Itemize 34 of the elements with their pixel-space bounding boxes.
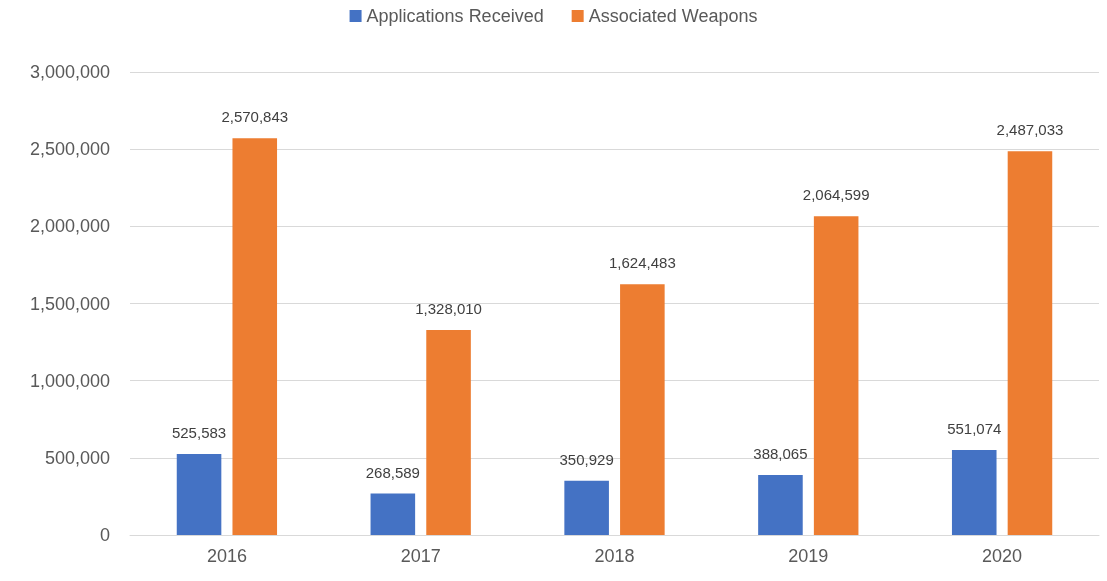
data-label: 2,570,843 <box>221 108 289 126</box>
legend-label: Applications Received <box>366 6 544 26</box>
bar <box>232 138 278 535</box>
bar <box>813 216 859 535</box>
data-label: 1,328,010 <box>415 300 482 318</box>
y-tick-label: 2,000,000 <box>29 216 110 237</box>
legend-label: Associated Weapons <box>588 6 758 26</box>
bar <box>620 284 665 535</box>
x-tick-label: 2020 <box>982 546 1023 566</box>
data-label: 2,064,599 <box>802 186 870 204</box>
x-tick-label: 2018 <box>594 546 635 566</box>
x-tick-label: 2016 <box>206 546 247 566</box>
bar <box>758 475 803 535</box>
bar <box>564 480 609 535</box>
data-label: 551,074 <box>947 419 1002 437</box>
y-tick-label: 2,500,000 <box>29 139 110 160</box>
y-tick-label: 1,500,000 <box>29 293 110 314</box>
y-tick-label: 1,000,000 <box>29 370 110 391</box>
x-tick-label: 2017 <box>400 546 441 566</box>
bar <box>370 493 416 535</box>
data-label: 2,487,033 <box>996 121 1064 139</box>
data-label: 525,583 <box>171 423 227 441</box>
data-label: 1,624,483 <box>608 254 676 272</box>
data-label: 350,929 <box>559 450 614 468</box>
bar <box>1007 151 1053 535</box>
data-label: 268,589 <box>365 463 420 481</box>
y-tick-label: 0 <box>99 525 110 545</box>
data-label: 388,065 <box>753 445 808 463</box>
y-tick-label: 500,000 <box>44 447 110 468</box>
bar <box>176 453 222 535</box>
bar <box>426 330 471 535</box>
x-tick-label: 2019 <box>788 546 829 566</box>
y-tick-label: 3,000,000 <box>29 62 110 82</box>
bar <box>951 449 997 535</box>
